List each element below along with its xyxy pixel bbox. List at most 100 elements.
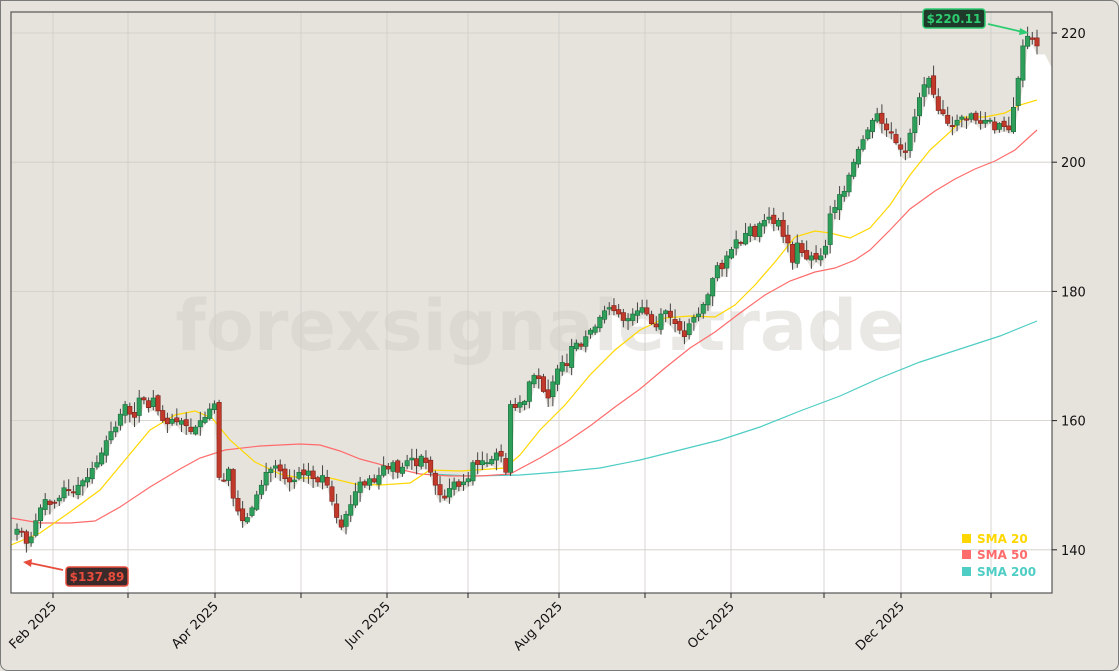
candle-body: [80, 480, 86, 487]
candle-body: [973, 112, 979, 121]
candle-body: [132, 411, 138, 418]
candle-body: [743, 232, 749, 245]
candle-body: [799, 243, 805, 253]
candle-body: [385, 466, 391, 470]
legend-swatch-sma50: [962, 550, 971, 559]
candle-body: [52, 501, 58, 504]
candle-body: [28, 536, 34, 544]
candle-body: [728, 249, 734, 259]
candle-body: [667, 310, 673, 318]
candle-body: [146, 400, 152, 408]
candle-body: [169, 419, 175, 424]
candle-body: [945, 114, 951, 124]
candle-body: [724, 255, 730, 269]
y-tick-label: 180: [1061, 285, 1086, 300]
candle-body: [291, 479, 297, 483]
sma-lines: [11, 99, 1038, 546]
candle-body: [987, 119, 993, 122]
candle-body: [70, 491, 76, 494]
candle-body: [103, 440, 109, 456]
candle-body: [592, 326, 598, 333]
candle-body: [66, 489, 72, 491]
candle-body: [935, 96, 941, 111]
candle-body: [700, 304, 706, 314]
candle-body: [1001, 120, 1007, 127]
candle-body: [822, 245, 828, 255]
candle-body: [108, 431, 114, 441]
low-price-annotation: $137.89: [23, 559, 129, 587]
candle-body: [837, 194, 843, 211]
candle-body: [771, 214, 777, 224]
candle-body: [240, 508, 246, 522]
candle-body: [136, 397, 142, 416]
candle-body: [583, 336, 589, 347]
y-tick-label: 220: [1061, 27, 1086, 42]
candle-body: [202, 417, 208, 423]
candle-body: [141, 397, 147, 401]
candle-body: [855, 148, 861, 165]
watermark: forexsignale.trade: [175, 285, 904, 367]
candle-body: [710, 278, 716, 297]
candle-body: [616, 309, 622, 315]
candles: [14, 26, 1040, 553]
candle-body: [211, 403, 217, 411]
candle-body: [1025, 35, 1031, 47]
candle-body: [221, 479, 227, 482]
candle-body: [150, 397, 156, 408]
candle-body: [512, 404, 518, 408]
legend-swatch-sma20: [962, 534, 971, 543]
candle-body: [916, 97, 922, 117]
candle-body: [42, 499, 48, 510]
candle-body: [540, 376, 546, 392]
candle-body: [851, 161, 857, 177]
candle-body: [315, 477, 321, 483]
candle-body: [597, 316, 603, 329]
candle-body: [634, 310, 640, 316]
candle-body: [569, 346, 575, 368]
candle-body: [573, 342, 579, 350]
arrow-icon: [1019, 28, 1029, 35]
candle-body: [912, 116, 918, 134]
candle-body: [249, 507, 255, 516]
candle-body: [785, 234, 791, 244]
candle-body: [343, 513, 349, 527]
candle-body: [996, 123, 1002, 130]
candle-body: [409, 457, 415, 461]
y-axis: 140 160 180 200 220: [1052, 27, 1086, 559]
high-price-annotation: $220.11: [922, 8, 1029, 35]
candle-body: [310, 470, 316, 480]
candle-body: [174, 417, 180, 423]
candle-body: [658, 313, 664, 330]
candle-body: [649, 314, 655, 325]
candle-body: [550, 381, 556, 397]
candle-body: [160, 410, 166, 421]
candle-body: [954, 119, 960, 126]
candle-body: [418, 455, 424, 467]
candle-body: [33, 520, 39, 536]
candle-body: [193, 426, 199, 435]
candle-body: [263, 471, 269, 486]
legend-label-sma50: SMA 50: [977, 548, 1028, 562]
sma50-line: [11, 129, 1038, 524]
x-tick-label: Oct 2025: [685, 599, 738, 652]
candle-body: [531, 375, 537, 385]
candle-body: [949, 125, 955, 127]
candle-body: [672, 319, 678, 324]
candle-body: [766, 216, 772, 220]
candle-body: [931, 75, 937, 95]
candle-body: [639, 307, 645, 313]
y-tick-label: 200: [1061, 156, 1086, 171]
candle-body: [395, 460, 401, 473]
candle-body: [775, 220, 781, 227]
candle-body: [244, 517, 250, 523]
sma20-line: [11, 99, 1038, 546]
candle-body: [376, 475, 382, 485]
candle-body: [183, 419, 189, 427]
candle-body: [89, 468, 95, 480]
low-price-box: [65, 566, 129, 587]
candle-body: [320, 475, 326, 483]
candle-body: [404, 460, 410, 467]
candle-body: [630, 313, 636, 321]
candle-body: [804, 250, 810, 260]
